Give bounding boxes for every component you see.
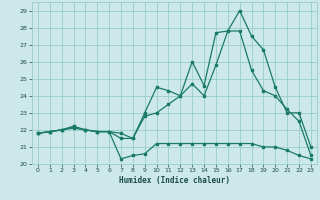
X-axis label: Humidex (Indice chaleur): Humidex (Indice chaleur) [119,176,230,185]
